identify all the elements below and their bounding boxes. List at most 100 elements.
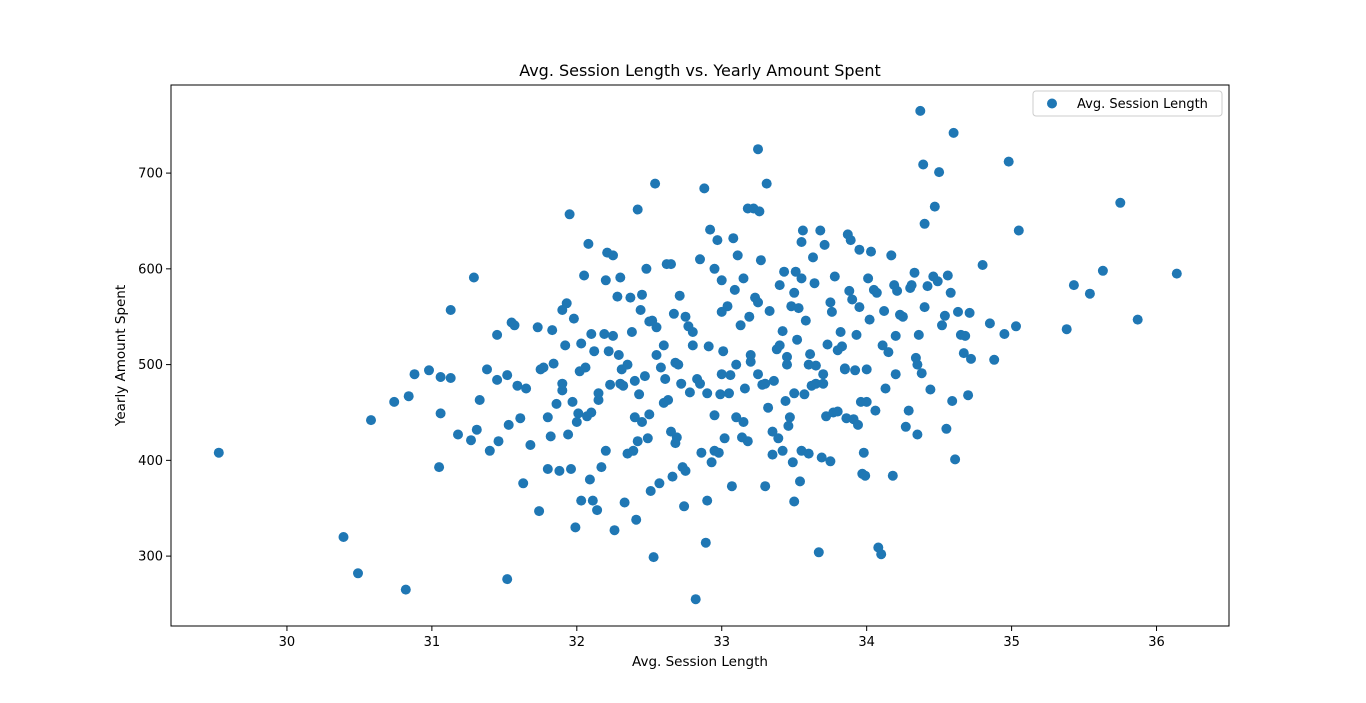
scatter-point (854, 244, 865, 255)
scatter-point (1115, 197, 1126, 208)
scatter-point (568, 313, 579, 324)
scatter-point (695, 378, 705, 389)
scatter-point (650, 178, 661, 189)
scatter-point (939, 310, 950, 321)
scatter-point (760, 481, 771, 492)
scatter-point (716, 275, 727, 286)
scatter-point (861, 364, 872, 375)
scatter-point (584, 474, 595, 485)
scatter-point (913, 329, 924, 340)
scatter-point (906, 280, 917, 291)
scatter-point (668, 308, 679, 319)
scatter-point (989, 354, 1000, 365)
x-axis-label: Avg. Session Length (632, 654, 768, 670)
scatter-point (815, 225, 826, 236)
scatter-point (603, 346, 614, 357)
scatter-point (353, 568, 363, 579)
scatter-point (966, 353, 976, 364)
scatter-point (1013, 225, 1024, 236)
scatter-point (644, 409, 655, 420)
scatter-point (532, 322, 543, 333)
scatter-point (925, 384, 936, 395)
scatter-point (774, 280, 785, 291)
scatter-point (755, 255, 766, 266)
scatter-point (651, 322, 662, 333)
scatter-point (818, 369, 829, 380)
scatter-point (535, 364, 546, 375)
scatter-point (709, 263, 720, 274)
scatter-point (916, 368, 927, 379)
scatter-point (783, 420, 794, 431)
scatter-point (592, 505, 603, 516)
scatter-point (790, 266, 801, 277)
scatter-point (687, 340, 698, 351)
scatter-point (718, 346, 729, 357)
scatter-point (808, 252, 818, 263)
scatter-point (615, 272, 626, 283)
scatter-point (626, 327, 637, 337)
scatter-point (1097, 265, 1108, 276)
scatter-point (593, 388, 604, 399)
legend: Avg. Session Length (1032, 90, 1223, 117)
scatter-point (655, 362, 666, 373)
scatter-point (715, 389, 726, 400)
scatter-point (576, 338, 587, 349)
scatter-point (651, 350, 662, 360)
scatter-point (876, 549, 887, 560)
scatter-point (742, 436, 753, 447)
x-tick-label: 32 (569, 635, 586, 650)
scatter-point (542, 412, 553, 423)
scatter-point (858, 447, 869, 458)
scatter-point (777, 445, 788, 456)
scatter-point (434, 462, 445, 473)
scatter-point (912, 429, 923, 440)
scatter-point (780, 396, 791, 406)
scatter-point (890, 369, 901, 380)
scatter-point (863, 273, 874, 284)
scatter-point (635, 305, 646, 315)
scatter-point (818, 378, 829, 389)
scatter-point (1011, 321, 1021, 332)
x-tick-label: 35 (1003, 635, 1020, 650)
scatter-point (945, 287, 956, 298)
scatter-point (853, 419, 863, 430)
scatter-point (941, 423, 952, 434)
scatter-point (525, 440, 536, 450)
scatter-point (760, 378, 771, 389)
scatter-point (521, 383, 532, 394)
y-tick-label: 300 (138, 550, 163, 565)
scatter-point (492, 374, 503, 385)
scatter-point (825, 297, 836, 308)
scatter-point (942, 270, 953, 281)
plot-frame (170, 84, 1230, 627)
scatter-point (897, 311, 908, 322)
scatter-point (835, 327, 846, 337)
scatter-point (471, 424, 482, 435)
scatter-point (731, 359, 742, 370)
scatter-point (825, 456, 836, 467)
scatter-point (645, 486, 656, 496)
scatter-point (753, 297, 763, 308)
scatter-point (703, 341, 714, 352)
x-tick-label: 36 (1148, 635, 1165, 650)
scatter-point (779, 266, 790, 277)
scatter-point (670, 438, 681, 449)
scatter-point (789, 496, 800, 507)
scatter-point (839, 364, 850, 375)
scatter-point (729, 284, 740, 295)
scatter-point (793, 303, 804, 314)
scatter-point (892, 285, 903, 296)
scatter-point (547, 325, 558, 336)
scatter-point (826, 306, 837, 317)
scatter-point (803, 359, 814, 370)
scatter-point (915, 105, 926, 116)
scatter-point (912, 359, 923, 370)
scatter-point (832, 345, 843, 356)
scatter-point (493, 436, 504, 447)
scatter-point (445, 373, 456, 383)
scatter-point (709, 445, 720, 456)
scatter-point (560, 340, 571, 351)
scatter-point (977, 260, 988, 270)
scatter-point (753, 369, 763, 380)
scatter-point (960, 330, 971, 341)
